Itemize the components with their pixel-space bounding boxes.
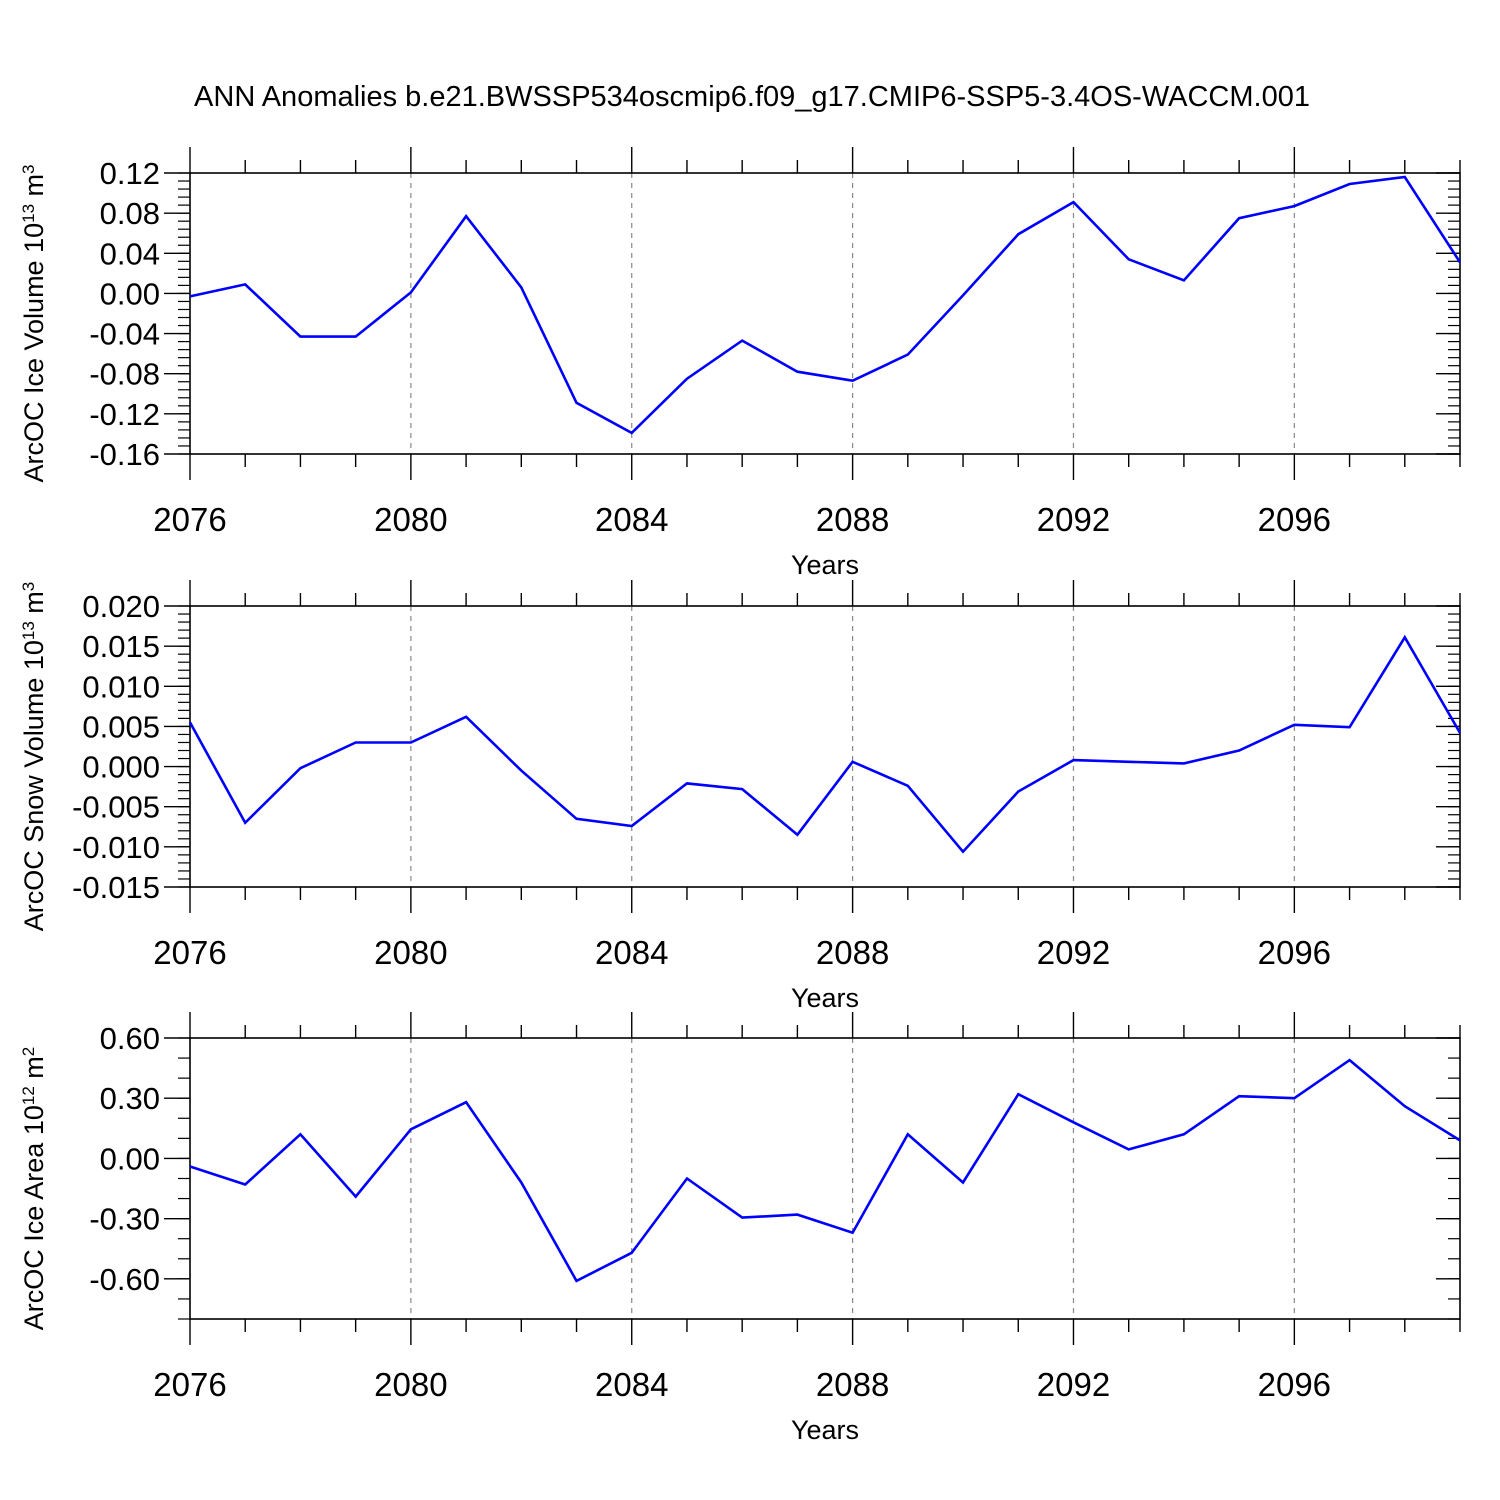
panel-1: -0.16 -0.12 -0.08 -0.04 0.00 0.04 0.08 0.12 2076… bbox=[19, 147, 1462, 580]
y-tick-label: -0.16 bbox=[89, 437, 160, 472]
x-tick-label: 2088 bbox=[816, 501, 889, 538]
x-axis-label: Years bbox=[791, 550, 859, 580]
y-tick-label: 0.00 bbox=[100, 276, 160, 311]
x-axis-label: Years bbox=[791, 1415, 859, 1445]
x-tick-label: 2076 bbox=[153, 934, 226, 971]
y-tick-label: -0.04 bbox=[89, 317, 160, 352]
x-tick-label: 2084 bbox=[595, 1366, 668, 1403]
y-tick-label: 0.30 bbox=[100, 1081, 160, 1116]
x-tick-label: 2080 bbox=[374, 1366, 447, 1403]
x-tick-label: 2076 bbox=[153, 1366, 226, 1403]
series-line bbox=[189, 175, 1462, 435]
y-tick-label: 0.020 bbox=[82, 589, 160, 624]
y-tick-label: -0.60 bbox=[89, 1262, 160, 1297]
chart-title: ANN Anomalies b.e21.BWSSP534oscmip6.f09_… bbox=[194, 81, 1310, 113]
y-axis-label: ArcOC Snow Volume 1013 m3 bbox=[19, 582, 50, 932]
y-tick-label: 0.60 bbox=[100, 1021, 160, 1056]
x-tick-label: 2080 bbox=[374, 501, 447, 538]
y-tick-label: 0.00 bbox=[100, 1141, 160, 1176]
y-tick-label: -0.30 bbox=[89, 1202, 160, 1237]
panel-3: -0.60 -0.30 0.00 0.30 0.60 2076 2080 2084 2088 20… bbox=[19, 1012, 1461, 1445]
y-tick-label: -0.015 bbox=[72, 870, 160, 905]
x-tick-label: 2092 bbox=[1037, 1366, 1110, 1403]
x-tick-label: 2088 bbox=[816, 934, 889, 971]
plot-frame bbox=[189, 605, 1461, 888]
x-tick-label: 2092 bbox=[1037, 501, 1110, 538]
x-tick-label: 2096 bbox=[1258, 1366, 1331, 1403]
y-tick-label: -0.010 bbox=[72, 830, 160, 865]
panels: -0.16 -0.12 -0.08 -0.04 0.00 0.04 0.08 0.12 2076… bbox=[19, 147, 1462, 1445]
series-line bbox=[189, 1058, 1461, 1283]
y-tick-label: -0.08 bbox=[89, 357, 160, 392]
x-tick-label: 2096 bbox=[1258, 934, 1331, 971]
x-tick-label: 2084 bbox=[595, 934, 668, 971]
plot-frame bbox=[189, 172, 1461, 455]
y-tick-label: 0.005 bbox=[82, 709, 160, 744]
y-tick-label: 0.010 bbox=[82, 669, 160, 704]
y-tick-label: 0.04 bbox=[100, 236, 160, 271]
plot-frame bbox=[189, 1037, 1461, 1320]
y-axis-label: ArcOC Ice Volume 1013 m3 bbox=[19, 164, 50, 482]
y-axis-label: ArcOC Ice Area 1012 m2 bbox=[19, 1047, 50, 1331]
x-tick-label: 2076 bbox=[153, 501, 226, 538]
y-tick-label: 0.12 bbox=[100, 156, 160, 191]
y-tick-label: 0.015 bbox=[82, 629, 160, 664]
x-tick-label: 2084 bbox=[595, 501, 668, 538]
series-line bbox=[188, 634, 1462, 854]
x-tick-label: 2088 bbox=[816, 1366, 889, 1403]
y-tick-label: -0.005 bbox=[72, 790, 160, 825]
x-axis-label: Years bbox=[791, 983, 859, 1013]
x-tick-label: 2096 bbox=[1258, 501, 1331, 538]
x-tick-label: 2092 bbox=[1037, 934, 1110, 971]
x-tick-label: 2080 bbox=[374, 934, 447, 971]
y-tick-label: 0.000 bbox=[82, 750, 160, 785]
y-tick-label: -0.12 bbox=[89, 397, 160, 432]
y-tick-label: 0.08 bbox=[100, 196, 160, 231]
panel-2: -0.015 -0.010 -0.005 0.000 0.005 0.010 0.015 0.… bbox=[19, 580, 1462, 1013]
